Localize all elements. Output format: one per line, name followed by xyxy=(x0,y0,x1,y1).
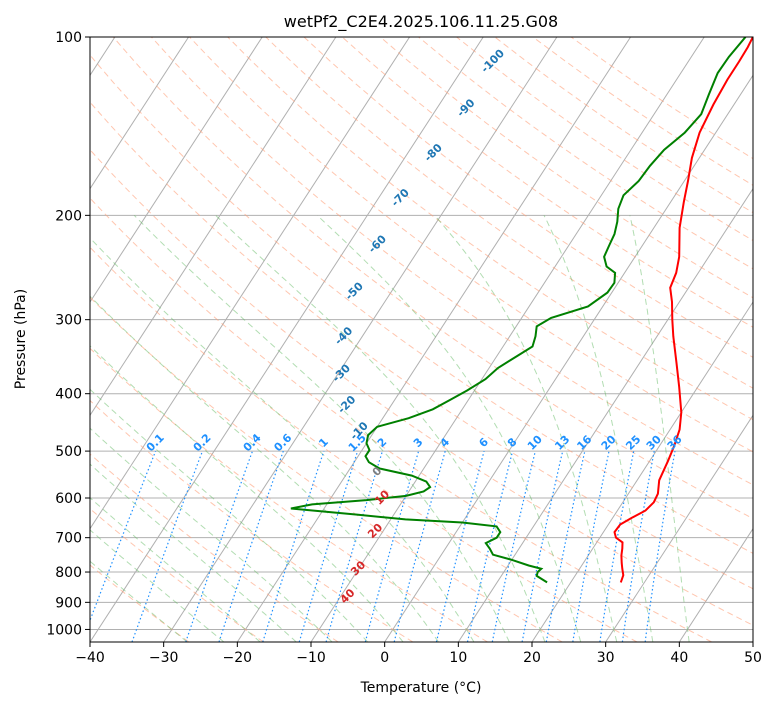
isotherm-line xyxy=(236,37,632,642)
moist-adiabat-line xyxy=(90,295,439,642)
isotherm-line xyxy=(752,641,753,642)
mixing-ratio-line xyxy=(393,450,446,642)
mixing-ratio-line xyxy=(435,450,485,642)
y-axis-label: Pressure (hPa) xyxy=(13,289,29,389)
isotherm-line xyxy=(90,37,337,417)
moist-adiabat-line xyxy=(90,427,333,642)
y-tick-label: 100 xyxy=(55,30,82,46)
x-tick-label: 40 xyxy=(670,650,688,666)
dry-adiabat-line xyxy=(265,37,753,389)
dry-adiabat-line xyxy=(90,101,753,590)
y-tick-label: 400 xyxy=(55,387,82,403)
moist-adiabat-line xyxy=(434,214,618,642)
x-tick-label: −40 xyxy=(75,650,105,666)
dry-adiabat-line xyxy=(303,37,753,358)
isotherm-line xyxy=(457,187,753,642)
mixing-ratio-line xyxy=(90,450,157,622)
x-tick-label: 0 xyxy=(380,650,389,666)
mixing-ratio-line xyxy=(466,450,514,642)
moist-adiabat-line xyxy=(316,214,582,642)
moist-adiabat-line xyxy=(90,388,369,642)
moist-adiabat-line xyxy=(543,215,654,642)
dry-adiabat-line xyxy=(341,37,753,328)
y-tick-label: 900 xyxy=(55,595,82,611)
dewpoint-profile-line xyxy=(290,37,747,584)
isotherm-line xyxy=(90,37,484,642)
x-tick-label: 50 xyxy=(744,650,762,666)
x-axis-label: Temperature (°C) xyxy=(360,680,482,696)
dry-adiabat-line xyxy=(90,197,712,642)
y-tick-label: 700 xyxy=(55,531,82,547)
dry-adiabat-line xyxy=(90,508,264,642)
isotherm-line xyxy=(90,37,263,303)
mixing-ratio-line xyxy=(364,450,420,642)
y-tick-label: 200 xyxy=(55,208,82,224)
isotherm-line xyxy=(90,37,411,530)
dry-adiabat-line xyxy=(90,246,638,642)
x-tick-label: 10 xyxy=(449,650,467,666)
x-tick-label: −30 xyxy=(149,650,179,666)
moist-adiabat-line xyxy=(133,214,510,642)
x-tick-label: 30 xyxy=(597,650,615,666)
mixing-ratio-line xyxy=(491,450,536,642)
dry-adiabat-line xyxy=(90,149,753,626)
y-tick-label: 300 xyxy=(55,313,82,329)
moist-adiabat-line xyxy=(90,237,475,642)
moist-adiabat-line xyxy=(629,215,690,642)
x-tick-label: −20 xyxy=(223,650,253,666)
isotherm-line xyxy=(384,74,753,642)
x-tick-label: 20 xyxy=(523,650,541,666)
chart-title: wetPf2_C2E4.2025.106.11.25.G08 xyxy=(284,12,558,32)
dry-adiabat-line xyxy=(112,37,753,520)
moist-adiabat-line xyxy=(90,463,297,642)
dry-adiabat-line xyxy=(151,37,753,486)
y-tick-label: 1000 xyxy=(46,622,82,638)
moist-adiabat-line xyxy=(90,345,404,642)
isotherm-line xyxy=(90,37,190,190)
mixing-ratio-line xyxy=(185,450,254,642)
isotherm-line xyxy=(163,37,558,642)
isotherm-line xyxy=(678,527,753,642)
dry-adiabat-line xyxy=(90,399,414,642)
moist-adiabat-line xyxy=(215,214,546,642)
mixing-ratio-line xyxy=(262,450,325,642)
isotherm-line xyxy=(605,414,753,642)
y-tick-label: 800 xyxy=(55,565,82,581)
plot-frame xyxy=(89,36,754,643)
temperature-profile-line xyxy=(613,37,753,583)
y-tick-label: 600 xyxy=(55,491,82,507)
plot-area xyxy=(90,37,753,642)
mixing-ratio-line xyxy=(218,450,284,642)
mixing-ratio-line xyxy=(644,450,676,642)
dry-adiabat-line xyxy=(90,296,563,642)
dry-adiabat-line xyxy=(90,347,488,642)
x-tick-label: −10 xyxy=(296,650,326,666)
dry-adiabat-line xyxy=(90,54,753,554)
mixing-ratio-line xyxy=(298,450,359,642)
mixing-ratio-line xyxy=(131,450,204,642)
isotherm-line xyxy=(531,301,753,642)
mixing-ratio-line xyxy=(325,450,383,642)
y-tick-label: 500 xyxy=(55,444,82,460)
